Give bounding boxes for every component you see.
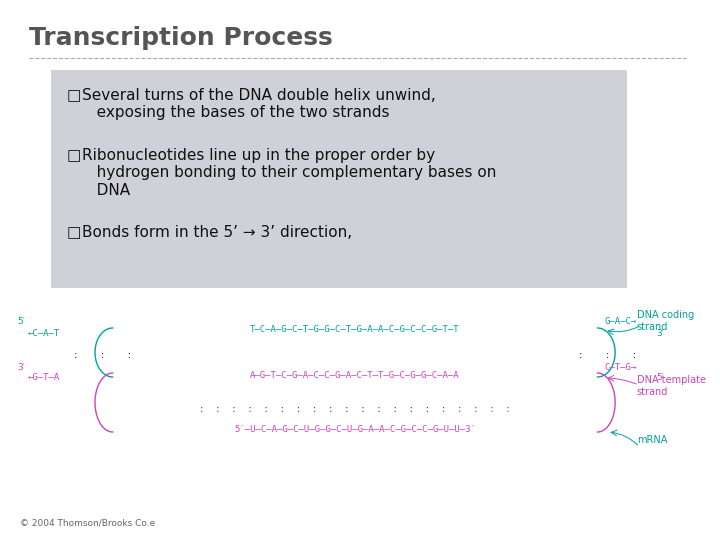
Text: 3′: 3′ [656, 328, 664, 338]
Text: G–A–C→: G–A–C→ [604, 318, 636, 327]
Text: DNA template
strand: DNA template strand [636, 375, 706, 397]
Text: C–T–G→: C–T–G→ [604, 362, 636, 372]
Text: mRNA: mRNA [636, 435, 667, 445]
FancyBboxPatch shape [51, 70, 627, 288]
Text: :    :    :: : : : [73, 350, 132, 360]
Text: Several turns of the DNA double helix unwind,
   exposing the bases of the two s: Several turns of the DNA double helix un… [82, 88, 436, 120]
Text: 5′: 5′ [656, 374, 664, 382]
Text: 3′: 3′ [17, 362, 25, 372]
Text: □: □ [67, 225, 81, 240]
Text: :  :  :  :  :  :  :  :  :  :  :  :  :  :  :  :  :  :  :  :: : : : : : : : : : : : : : : : : : : : : [199, 406, 511, 415]
Text: ←C–A–T: ←C–A–T [27, 328, 60, 338]
Text: © 2004 Thomson/Brooks Co.e: © 2004 Thomson/Brooks Co.e [19, 519, 155, 528]
Text: :    :    :: : : : [577, 350, 637, 360]
Text: 5′–U–C–A–G–C–U–G–G–C–U–G–A–A–C–G–C–C–G–U–U–3′: 5′–U–C–A–G–C–U–G–G–C–U–G–A–A–C–G–C–C–G–U… [234, 426, 476, 435]
Text: 5′: 5′ [17, 318, 25, 327]
Text: T–C–A–G–C–T–G–G–C–T–G–A–A–C–G–C–C–G–T–T: T–C–A–G–C–T–G–G–C–T–G–A–A–C–G–C–C–G–T–T [251, 326, 460, 334]
Text: □: □ [67, 148, 81, 163]
Text: ←G–T–A: ←G–T–A [27, 374, 60, 382]
Text: Bonds form in the 5’ → 3’ direction,: Bonds form in the 5’ → 3’ direction, [82, 225, 352, 240]
Text: □: □ [67, 88, 81, 103]
Text: DNA coding
strand: DNA coding strand [636, 310, 694, 333]
Text: Transcription Process: Transcription Process [30, 26, 333, 50]
Text: Ribonucleotides line up in the proper order by
   hydrogen bonding to their comp: Ribonucleotides line up in the proper or… [82, 148, 497, 198]
Text: A–G–T–C–G–A–C–C–G–A–C–T–T–G–C–G–G–C–A–A: A–G–T–C–G–A–C–C–G–A–C–T–T–G–C–G–G–C–A–A [251, 370, 460, 380]
